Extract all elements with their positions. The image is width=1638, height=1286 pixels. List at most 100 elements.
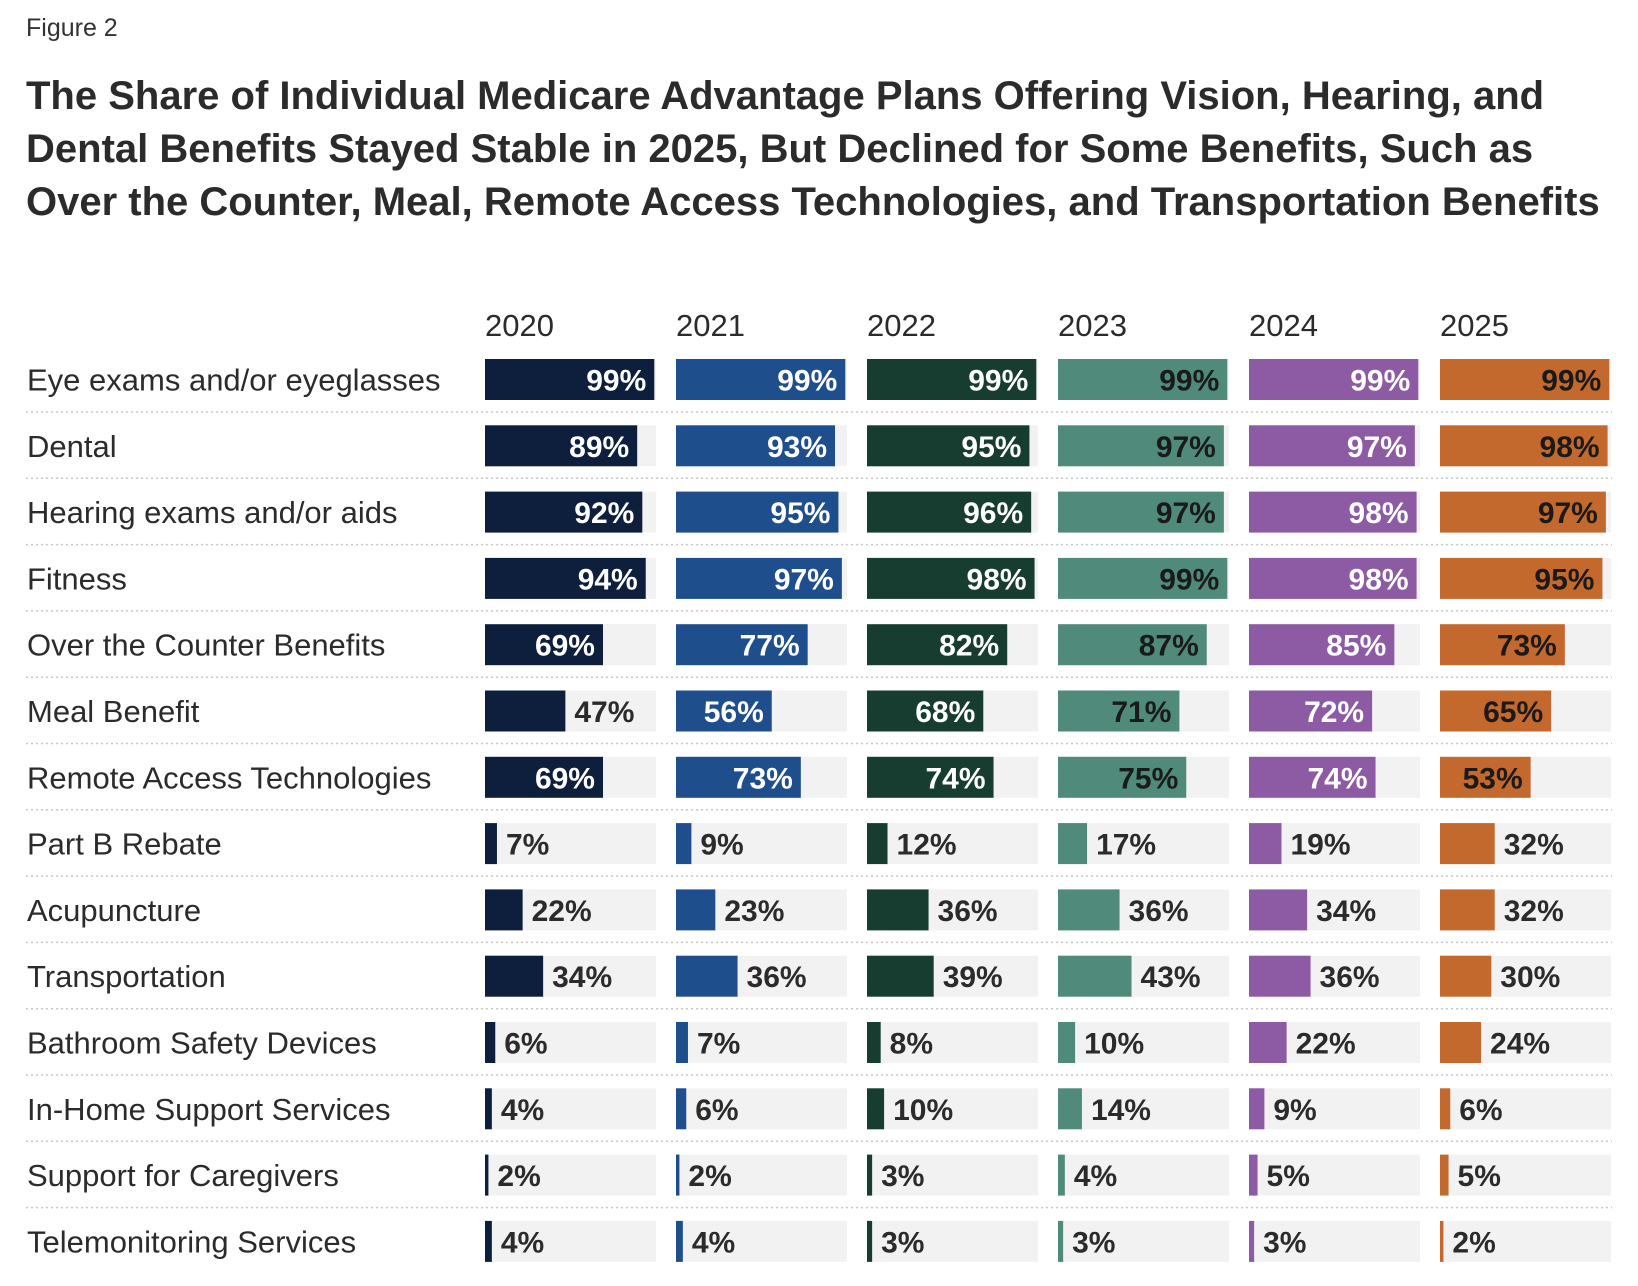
value-label: 99%	[1350, 365, 1410, 398]
value-label: 22%	[1296, 1028, 1356, 1061]
category-label-transportation: Transportation	[27, 959, 226, 994]
category-label-support-for-caregivers: Support for Caregivers	[27, 1158, 339, 1193]
value-label: 75%	[1118, 762, 1178, 795]
value-label: 73%	[733, 762, 793, 795]
bar-2025-in-home-support-services	[1440, 1088, 1451, 1130]
bar-2023-over-the-counter-benefits	[1058, 624, 1207, 666]
category-label-eye-exams-and-or-eyeglasses: Eye exams and/or eyeglasses	[27, 363, 441, 398]
bar-track	[676, 1220, 847, 1262]
bar-2020-bathroom-safety-devices	[485, 1022, 496, 1063]
bar-2025-meal-benefit	[1440, 690, 1552, 732]
bar-2020-transportation	[485, 955, 544, 997]
category-label-acupuncture: Acupuncture	[27, 893, 201, 928]
panel-2022: 99% 95% 96% 98% 82% 68% 74% 12% 36% 39% 8% 10% 3% 3%	[867, 359, 1038, 1262]
category-label-over-the-counter-benefits: Over the Counter Benefits	[27, 628, 385, 663]
bar-2022-acupuncture	[867, 889, 929, 931]
bar-2023-acupuncture	[1058, 889, 1120, 931]
bar-2024-telemonitoring-services	[1249, 1220, 1255, 1262]
bar-2025-hearing-exams-and-or-aids	[1440, 491, 1606, 533]
panel-2024: 99% 97% 98% 98% 85% 72% 74% 19% 34% 36% 22% 9% 5% 3%	[1249, 359, 1420, 1262]
category-label-dental: Dental	[27, 429, 117, 464]
category-label-fitness: Fitness	[27, 561, 127, 596]
bar-track	[1440, 1088, 1611, 1130]
bar-2024-hearing-exams-and-or-aids	[1249, 491, 1417, 533]
category-label-part-b-rebate: Part B Rebate	[27, 827, 222, 862]
value-label: 9%	[1273, 1094, 1316, 1127]
value-label: 5%	[1267, 1160, 1310, 1193]
bar-2022-part-b-rebate	[867, 823, 888, 865]
bar-2021-bathroom-safety-devices	[676, 1022, 688, 1063]
bar-2020-support-for-caregivers	[485, 1154, 489, 1196]
value-label: 17%	[1096, 829, 1156, 862]
bar-2021-part-b-rebate	[676, 823, 692, 865]
bar-track	[676, 1022, 847, 1063]
value-label: 36%	[747, 961, 807, 994]
value-label: 74%	[925, 762, 985, 795]
value-label: 99%	[1159, 563, 1219, 596]
bar-track	[1058, 1220, 1229, 1262]
value-label: 87%	[1139, 630, 1199, 663]
bar-2021-over-the-counter-benefits	[676, 624, 808, 666]
value-label: 10%	[893, 1094, 953, 1127]
value-label: 32%	[1504, 895, 1564, 928]
bar-track	[485, 1220, 656, 1262]
bar-2022-fitness	[867, 557, 1035, 599]
value-label: 99%	[1159, 365, 1219, 398]
category-label-telemonitoring-services: Telemonitoring Services	[27, 1224, 356, 1259]
value-label: 34%	[1316, 895, 1376, 928]
value-label: 34%	[552, 961, 612, 994]
value-label: 72%	[1304, 696, 1364, 729]
value-label: 3%	[1072, 1226, 1115, 1259]
bar-track	[867, 1022, 1038, 1063]
bar-2023-support-for-caregivers	[1058, 1154, 1065, 1196]
value-label: 3%	[1263, 1226, 1306, 1259]
category-label-hearing-exams-and-or-aids: Hearing exams and/or aids	[27, 495, 397, 530]
bar-track	[676, 1154, 847, 1196]
year-labels: 2020 2021 2022 2023 2024 2025	[485, 308, 1509, 343]
bar-track	[1058, 1154, 1229, 1196]
bar-2025-eye-exams-and-or-eyeglasses	[1440, 359, 1610, 400]
value-label: 39%	[943, 961, 1003, 994]
category-label-in-home-support-services: In-Home Support Services	[27, 1092, 391, 1127]
bar-2020-eye-exams-and-or-eyeglasses	[485, 359, 655, 400]
bar-2021-fitness	[676, 557, 842, 599]
value-label: 95%	[770, 497, 830, 530]
value-label: 3%	[881, 1160, 924, 1193]
value-label: 47%	[574, 696, 634, 729]
year-panels: 99%89%92%94%69%47%69%7%22%34%6%4%2%4%99%…	[485, 359, 1611, 1262]
bar-2020-acupuncture	[485, 889, 523, 931]
value-label: 98%	[1349, 563, 1409, 596]
chart-title: The Share of Individual Medicare Advanta…	[26, 74, 1600, 224]
value-label: 2%	[1452, 1226, 1495, 1259]
value-label: 36%	[938, 895, 998, 928]
bar-2022-over-the-counter-benefits	[867, 624, 1008, 666]
bar-2023-remote-access-technologies	[1058, 756, 1187, 798]
value-label: 53%	[1463, 762, 1523, 795]
bar-2024-meal-benefit	[1249, 690, 1373, 732]
bar-track	[676, 823, 847, 865]
value-label: 6%	[504, 1028, 547, 1061]
bar-2023-fitness	[1058, 557, 1228, 599]
bar-2025-remote-access-technologies	[1440, 756, 1531, 798]
bar-2024-part-b-rebate	[1249, 823, 1282, 865]
value-label: 99%	[968, 365, 1028, 398]
value-label: 2%	[688, 1160, 731, 1193]
bar-2020-telemonitoring-services	[485, 1220, 492, 1262]
value-label: 97%	[1538, 497, 1598, 530]
bar-2025-over-the-counter-benefits	[1440, 624, 1565, 666]
year-label-2022: 2022	[867, 308, 936, 343]
value-label: 4%	[501, 1226, 544, 1259]
bar-2020-hearing-exams-and-or-aids	[485, 491, 643, 533]
bar-2023-hearing-exams-and-or-aids	[1058, 491, 1224, 533]
year-label-2023: 2023	[1058, 308, 1127, 343]
bar-2025-acupuncture	[1440, 889, 1495, 931]
bar-2020-meal-benefit	[485, 690, 566, 732]
bar-2024-acupuncture	[1249, 889, 1308, 931]
value-label: 3%	[881, 1226, 924, 1259]
value-label: 82%	[939, 630, 999, 663]
value-label: 12%	[897, 829, 957, 862]
panel-2020: 99% 89% 92% 94% 69% 47% 69% 7% 22% 34% 6% 4% 2% 4%	[485, 359, 656, 1262]
bar-2021-transportation	[676, 955, 738, 997]
bar-2024-support-for-caregivers	[1249, 1154, 1258, 1196]
bar-track	[867, 1154, 1038, 1196]
